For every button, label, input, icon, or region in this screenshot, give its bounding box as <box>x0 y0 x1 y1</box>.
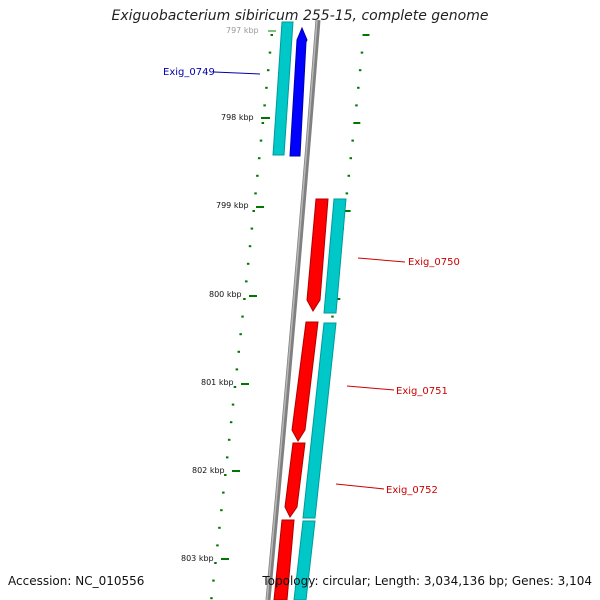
scale-label: 797 kbp <box>226 26 259 35</box>
cds-feature[interactable] <box>302 322 337 519</box>
cds-track <box>272 21 347 600</box>
gene-label-exig-0749[interactable]: Exig_0749 <box>163 67 215 78</box>
gene-label-exig-0751[interactable]: Exig_0751 <box>396 386 448 397</box>
scale-label: 802 kbp <box>192 466 225 475</box>
scale-labels: 797 kbp 798 kbp 799 kbp 800 kbp 801 kbp … <box>181 26 276 563</box>
gene-exig-0750[interactable] <box>306 198 329 312</box>
map-title: Exiguobacterium sibiricum 255-15, comple… <box>111 8 489 24</box>
scale-label: 803 kbp <box>181 554 214 563</box>
forward-gene-track <box>273 198 329 600</box>
gene-label-exig-0752[interactable]: Exig_0752 <box>386 485 438 496</box>
gene-exig-0749[interactable] <box>289 26 308 157</box>
scale-label: 799 kbp <box>216 201 249 210</box>
gene-forward-partial[interactable] <box>273 519 295 600</box>
gene-exig-0752[interactable] <box>284 442 306 518</box>
scale-label: 798 kbp <box>221 113 254 122</box>
cds-feature[interactable] <box>323 198 347 314</box>
genome-backbone <box>265 19 321 600</box>
cds-feature[interactable] <box>293 520 316 600</box>
accession-text: Accession: NC_010556 <box>8 574 145 588</box>
leader-line <box>346 385 395 391</box>
genome-backbone-highlight <box>266 19 318 600</box>
scale-label: 800 kbp <box>209 290 242 299</box>
scale-ticks-inner <box>210 34 273 600</box>
leader-line <box>213 71 261 75</box>
leader-line <box>335 483 385 490</box>
gene-labels: Exig_0749 Exig_0750 Exig_0751 Exig_0752 <box>163 67 460 496</box>
leader-line <box>357 257 406 263</box>
topology-text: Topology: circular; Length: 3,034,136 bp… <box>262 574 592 588</box>
reverse-gene-track <box>289 26 308 157</box>
scale-label: 801 kbp <box>201 378 234 387</box>
cds-feature[interactable] <box>272 21 294 156</box>
gene-label-exig-0750[interactable]: Exig_0750 <box>408 257 460 268</box>
gene-exig-0751[interactable] <box>291 321 319 442</box>
